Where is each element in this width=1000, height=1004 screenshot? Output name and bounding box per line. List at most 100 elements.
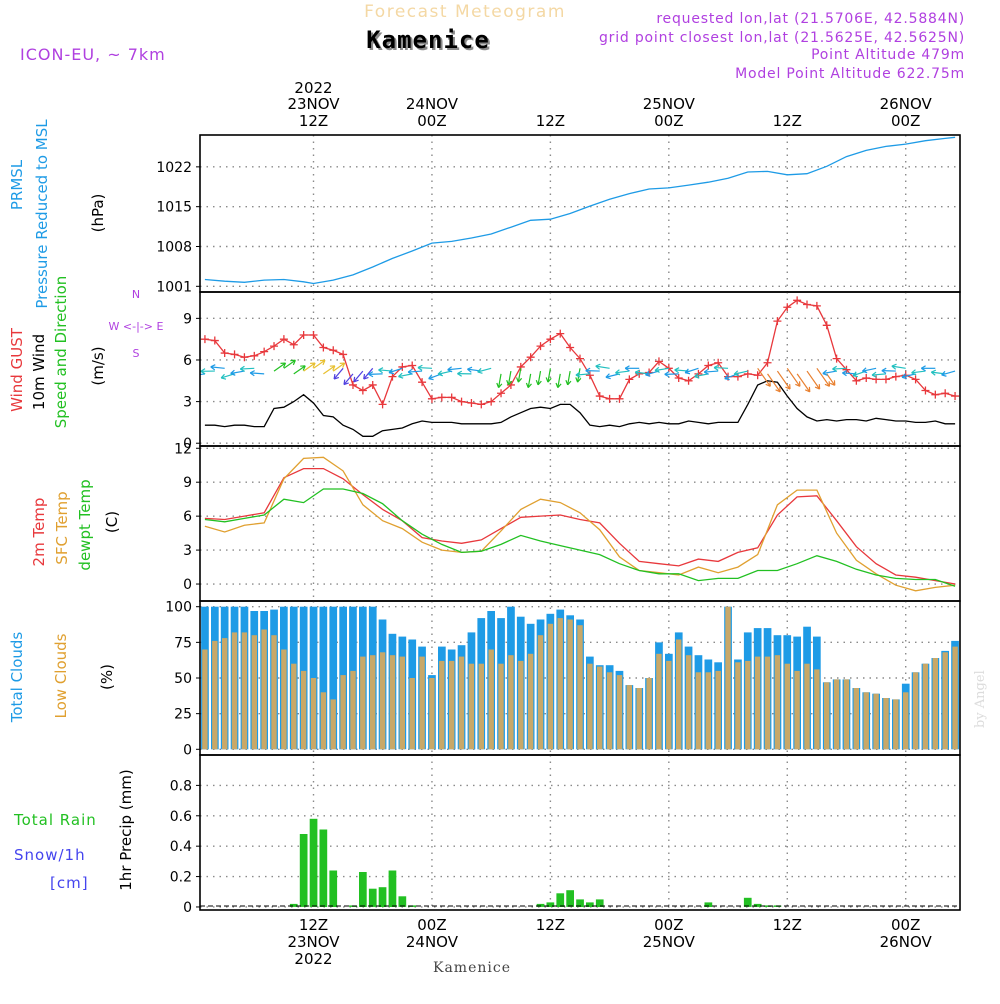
top-axis-date: 24NOV [406, 95, 459, 113]
bottom-axis-year: 2022 [294, 950, 332, 968]
clouds-bar-low [400, 657, 405, 750]
clouds-bar-low [854, 688, 859, 749]
unit-wind: (m/s) [89, 346, 107, 385]
gust-marker [458, 398, 466, 406]
label-total-rain: Total Rain [13, 811, 97, 829]
requested-coords: requested lon,lat (21.5706E, 42.5884N) [656, 11, 965, 27]
clouds-bar-low [903, 692, 908, 749]
point-altitude: Point Altitude 479m [811, 47, 965, 63]
clouds-bar-low [202, 650, 207, 750]
gust-marker [546, 335, 554, 343]
clouds-bar-low [489, 650, 494, 750]
gust-marker [448, 393, 456, 401]
clouds-bar-low [735, 662, 740, 749]
clouds-bar-low [212, 641, 217, 749]
compass-south: S [133, 347, 140, 360]
clouds-bar-low [410, 678, 415, 749]
wind-arrow [807, 371, 820, 389]
label-snow: Snow/1h [14, 846, 86, 864]
label-speed-direction: Speed and Direction [52, 276, 70, 429]
precip-ytick-label: 0.4 [170, 839, 192, 855]
label-wind-gust: Wind GUST [8, 327, 26, 412]
clouds-bar-total [961, 642, 969, 749]
clouds-bar-low [459, 657, 464, 750]
clouds-bar-low [528, 654, 533, 750]
clouds-bar-low [824, 682, 829, 749]
precip-bar-rain [566, 890, 574, 907]
precip-bar-rain [329, 871, 337, 908]
clouds-bar-low [301, 671, 306, 749]
gust-marker [783, 303, 791, 311]
clouds-bar-low [873, 694, 878, 750]
clouds-bar-low [923, 664, 928, 750]
gust-marker [329, 346, 337, 354]
clouds-ytick-label: 25 [174, 707, 192, 723]
clouds-ytick-label: 0 [183, 742, 192, 758]
clouds-bar-low [538, 635, 543, 749]
wind-ytick-label: 6 [183, 353, 192, 369]
clouds-bar-low [597, 667, 602, 750]
bottom-axis-date: 23NOV [287, 933, 340, 951]
clouds-bar-low [637, 688, 642, 749]
clouds-bar-low [706, 672, 711, 749]
wind-plot [191, 296, 959, 436]
bottom-axis-hour: 00Z [891, 916, 920, 934]
bottom-axis-hour: 12Z [536, 916, 565, 934]
clouds-plot [201, 607, 1000, 750]
clouds-bar-low [548, 624, 553, 750]
gust-marker [359, 387, 367, 395]
clouds-bar-low [804, 664, 809, 750]
clouds-bar-low [321, 692, 326, 749]
label-low-clouds: Low Clouds [52, 633, 70, 718]
precip-ytick-label: 0.2 [170, 870, 192, 886]
clouds-bar-low [252, 635, 257, 749]
gust-marker [931, 391, 939, 399]
wind-arrow [777, 371, 790, 389]
precip-ytick-label: 0 [183, 900, 192, 916]
clouds-bar-low [646, 678, 651, 749]
clouds-bar-low [943, 652, 948, 749]
clouds-bar-low [913, 672, 918, 749]
clouds-bar-low [331, 699, 336, 749]
gust-marker [951, 392, 959, 400]
clouds-bar-low [834, 679, 839, 749]
clouds-bar-low [696, 672, 701, 749]
precip-ytick-label: 0.8 [170, 778, 192, 794]
clouds-bar-low [281, 650, 286, 750]
model-label: ICON-EU, ~ 7km [20, 45, 166, 64]
gust-marker [773, 317, 781, 325]
gust-marker [438, 393, 446, 401]
unit-clouds: (%) [98, 664, 116, 690]
clouds-bar-low [745, 661, 750, 749]
temperature-ytick-label: 0 [183, 577, 192, 593]
wind-ytick-label: 9 [183, 311, 192, 327]
temperature-series-2m-temp [205, 469, 955, 584]
label-dewpt-temp: dewpt Temp [76, 479, 94, 570]
clouds-bar-low [498, 664, 503, 750]
label-sfc-temp: SFC Temp [53, 491, 71, 564]
pressure-grid [200, 135, 960, 292]
clouds-bar-low [607, 672, 612, 749]
top-axis-hour: 00Z [891, 112, 920, 130]
gust-marker [862, 374, 870, 382]
label-snow-unit: [cm] [50, 874, 89, 892]
label-pressure: Pressure Reduced to MSL [33, 119, 51, 309]
gust-marker [813, 302, 821, 310]
gust-marker [280, 335, 288, 343]
bottom-axis-hour: 00Z [654, 916, 683, 934]
top-axis-hour: 12Z [773, 112, 802, 130]
wind-arrowhead [191, 373, 196, 378]
clouds-bar-low [864, 692, 869, 749]
clouds-ytick-label: 50 [174, 671, 192, 687]
gridpoint-coords: grid point closest lon,lat (21.5625E, 42… [599, 30, 965, 46]
gust-marker [685, 377, 693, 385]
clouds-bar-low [429, 678, 434, 749]
bottom-axis-hour: 12Z [299, 916, 328, 934]
clouds-bar-low [350, 671, 355, 749]
clouds-bar-low [725, 607, 730, 750]
temperature-ytick-label: 9 [183, 475, 192, 491]
top-axis-hour: 12Z [299, 112, 328, 130]
precip-panel: 00.20.40.60.8 [170, 755, 960, 916]
